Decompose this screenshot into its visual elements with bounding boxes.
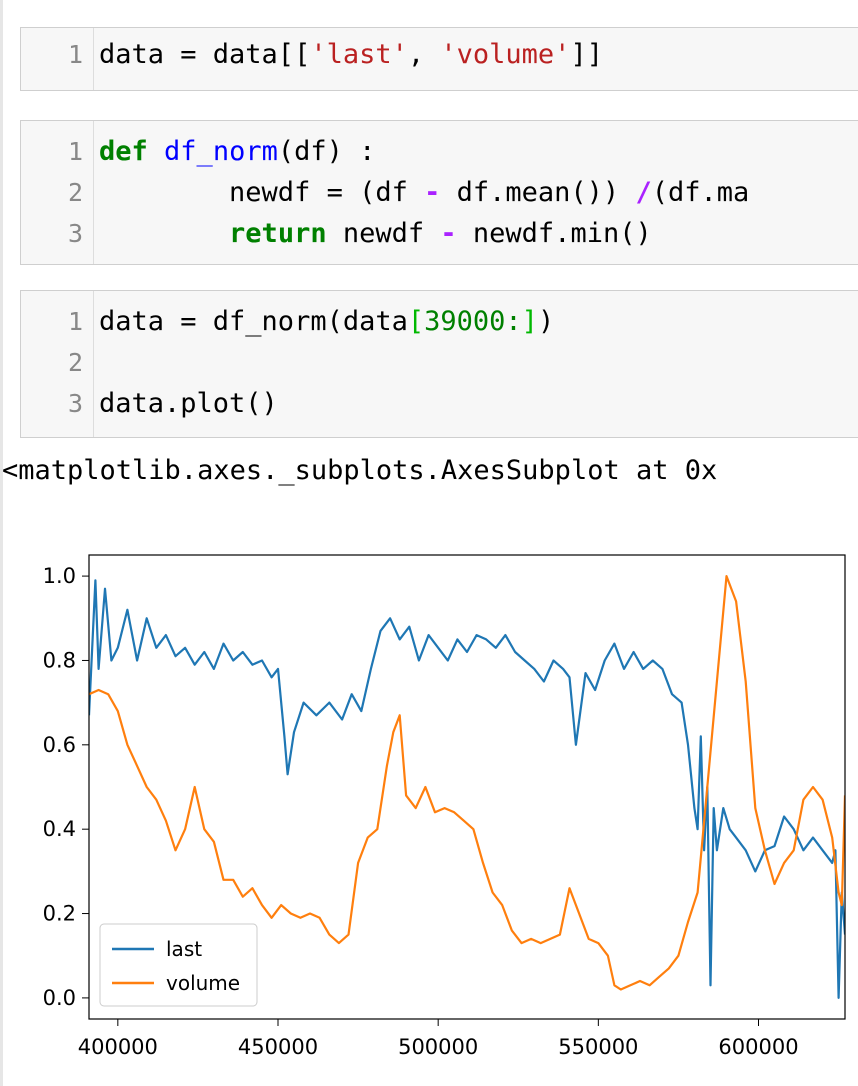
- legend-label: last: [166, 937, 202, 961]
- code-line: 3 data.plot(): [21, 385, 858, 423]
- line-number-gutter: [93, 121, 94, 264]
- code-token: ,: [407, 39, 441, 70]
- code-line: 3 return newdf - newdf.min(): [21, 215, 858, 253]
- line-number: 1: [67, 307, 83, 336]
- line-number: 1: [67, 137, 83, 166]
- code-text: data.plot(): [99, 385, 278, 423]
- line-number-gutter: [93, 28, 94, 90]
- code-token: -: [440, 218, 457, 249]
- code-text: data = df_norm(data[39000:]): [99, 303, 554, 341]
- code-cell-2[interactable]: 1 def df_norm(df) :2 newdf = (df - df.mea…: [20, 120, 858, 265]
- code-token: -: [424, 177, 441, 208]
- x-tick-label: 500000: [398, 1035, 478, 1059]
- line-number-gutter: [93, 291, 94, 437]
- legend-label: volume: [166, 971, 240, 995]
- code-token: df.mean()): [440, 177, 636, 208]
- code-token: 39000:: [424, 306, 522, 337]
- code-token: [148, 136, 164, 167]
- line-number: 1: [67, 40, 83, 69]
- code-token: def: [99, 136, 148, 167]
- code-token: data = data[[: [99, 39, 311, 70]
- x-tick-label: 450000: [238, 1035, 318, 1059]
- y-tick-label: 0.0: [43, 986, 76, 1010]
- code-token: /: [635, 177, 652, 208]
- code-line: 2: [21, 344, 858, 382]
- code-token: [99, 218, 229, 249]
- line-number: 3: [67, 219, 83, 248]
- code-text: def df_norm(df) :: [99, 133, 375, 171]
- x-tick-label: 400000: [78, 1035, 158, 1059]
- code-token: ]]: [570, 39, 603, 70]
- code-token: df_norm: [164, 136, 278, 167]
- chart-legend: last volume: [99, 923, 258, 1007]
- cell-output-text: <matplotlib.axes._subplots.AxesSubplot a…: [2, 455, 718, 486]
- code-token: newdf = (df: [99, 177, 425, 208]
- code-token: 'volume': [440, 39, 571, 70]
- code-line: 2 newdf = (df - df.mean()) /(df.ma: [21, 174, 858, 212]
- code-token: ]: [521, 306, 538, 337]
- series-line-volume: [89, 574, 845, 991]
- line-number: 3: [67, 389, 83, 418]
- code-token: newdf: [326, 218, 441, 249]
- plot-area-frame: [88, 554, 846, 1020]
- code-token: ): [537, 306, 555, 337]
- code-token: [: [407, 306, 425, 337]
- code-token: (df) :: [277, 136, 376, 167]
- line-number: 2: [67, 178, 83, 207]
- x-tick-label: 600000: [718, 1035, 798, 1059]
- code-token: (df.ma: [651, 177, 750, 208]
- line-chart: 400000 450000 500000 550000 600000 0.0 0.2 0.4 0…: [43, 554, 846, 1059]
- y-tick-label: 0.4: [43, 817, 76, 841]
- code-cell-3[interactable]: 1 data = df_norm(data[39000:]) 2 3 data.plot…: [20, 290, 858, 438]
- y-tick-label: 0.6: [43, 733, 76, 757]
- x-tick-label: 550000: [558, 1035, 638, 1059]
- code-token: 'last': [310, 39, 408, 70]
- code-token: newdf.min(): [456, 218, 652, 249]
- page-left-border: [0, 0, 3, 1086]
- code-text: return newdf - newdf.min(): [99, 215, 652, 253]
- code-line: 1 def df_norm(df) :: [21, 133, 858, 171]
- y-tick-label: 0.8: [43, 648, 76, 672]
- y-tick-label: 1.0: [43, 564, 76, 588]
- code-text: newdf = (df - df.mean()) /(df.ma: [99, 174, 749, 212]
- code-line: 1 data = df_norm(data[39000:]): [21, 303, 858, 341]
- code-line: 1 data = data[['last', 'volume']]: [21, 36, 858, 74]
- code-text: data = data[['last', 'volume']]: [99, 36, 603, 74]
- line-number: 2: [67, 348, 83, 377]
- code-token: data = df_norm(data: [99, 306, 408, 337]
- series-line-last: [89, 579, 845, 999]
- code-token: data.plot(): [99, 388, 278, 419]
- code-cell-1[interactable]: 1 data = data[['last', 'volume']]: [20, 27, 858, 91]
- y-tick-label: 0.2: [43, 902, 76, 926]
- code-token: return: [229, 218, 327, 249]
